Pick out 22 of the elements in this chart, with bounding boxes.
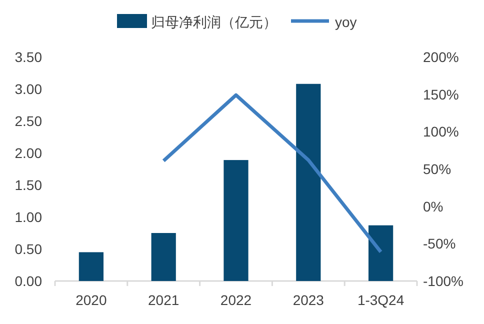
y2-tick: 0% <box>423 198 444 214</box>
y2-tick: -50% <box>423 236 456 252</box>
y2-tick: 200% <box>423 49 459 65</box>
y2-tick: -100% <box>423 273 464 289</box>
y2-tick: 50% <box>423 161 452 177</box>
legend-text: 归母净利润（亿元） <box>151 14 277 30</box>
legend-text: yoy <box>335 14 357 30</box>
y-tick: 2.50 <box>14 113 42 129</box>
y2-tick: 150% <box>423 86 459 102</box>
y-tick: 3.00 <box>14 81 42 97</box>
x-tick: 2022 <box>220 292 252 308</box>
x-tick: 1-3Q24 <box>357 292 404 308</box>
y-tick: 3.50 <box>14 49 42 65</box>
x-tick: 2023 <box>292 292 324 308</box>
y2-tick: 100% <box>423 124 459 140</box>
y-tick: 1.50 <box>14 177 42 193</box>
x-tick: 2021 <box>148 292 180 308</box>
y-tick: 0.00 <box>14 273 42 289</box>
y-tick: 1.00 <box>14 209 42 225</box>
x-tick: 2020 <box>76 292 107 308</box>
y-tick: 2.00 <box>14 145 42 161</box>
y-tick: 0.50 <box>14 241 42 257</box>
